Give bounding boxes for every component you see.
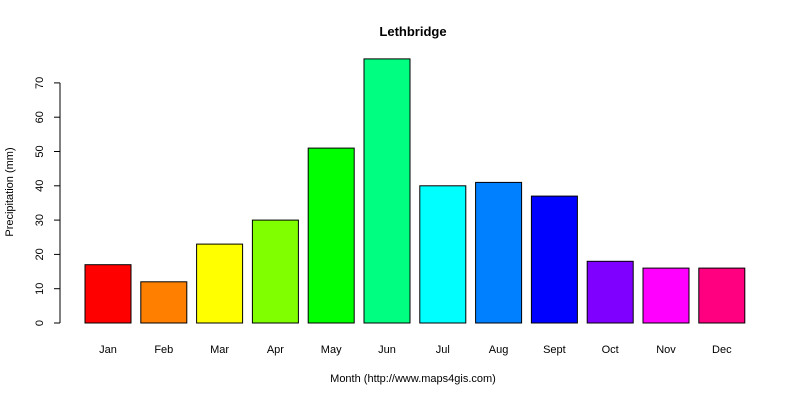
x-tick-label-apr: Apr — [267, 344, 284, 356]
chart-title: Lethbridge — [379, 24, 446, 39]
y-axis-label: Precipitation (mm) — [4, 147, 16, 236]
y-tick-label-50: 50 — [34, 145, 46, 157]
bar-nov — [642, 267, 690, 324]
bar-jun — [363, 58, 411, 324]
bar-sept — [530, 195, 578, 324]
y-axis: 0 10 20 30 40 50 60 70 — [34, 77, 61, 326]
y-tick-label-30: 30 — [34, 214, 46, 226]
x-tick-label-jan: Jan — [99, 344, 117, 356]
x-tick-label-oct: Oct — [602, 344, 619, 356]
bar-apr — [251, 219, 299, 324]
x-tick-label-jun: Jun — [378, 344, 396, 356]
bar-aug — [475, 181, 523, 324]
bar-jul — [419, 185, 467, 324]
y-tick-label-60: 60 — [34, 111, 46, 123]
y-tick-label-0: 0 — [34, 320, 46, 326]
bars-group — [84, 58, 746, 324]
bar-dec — [698, 267, 746, 324]
y-tick-label-70: 70 — [34, 77, 46, 89]
x-tick-label-feb: Feb — [154, 344, 173, 356]
y-tick-label-10: 10 — [34, 283, 46, 295]
x-tick-labels: Jan Feb Mar Apr May Jun Jul Aug Sept Oct Nov Dec — [99, 344, 732, 356]
x-tick-label-mar: Mar — [210, 344, 229, 356]
x-tick-label-sept: Sept — [543, 344, 566, 356]
x-tick-label-may: May — [321, 344, 342, 356]
bar-may — [307, 147, 355, 324]
y-tick-label-20: 20 — [34, 248, 46, 260]
bar-mar — [196, 243, 244, 324]
bar-feb — [140, 281, 188, 324]
x-tick-label-dec: Dec — [712, 344, 732, 356]
x-tick-label-aug: Aug — [489, 344, 509, 356]
x-axis-label: Month (http://www.maps4gis.com) — [330, 373, 496, 385]
x-tick-label-nov: Nov — [656, 344, 676, 356]
bar-oct — [586, 260, 634, 324]
bar-jan — [84, 264, 132, 324]
x-tick-label-jul: Jul — [436, 344, 450, 356]
y-tick-label-40: 40 — [34, 180, 46, 192]
